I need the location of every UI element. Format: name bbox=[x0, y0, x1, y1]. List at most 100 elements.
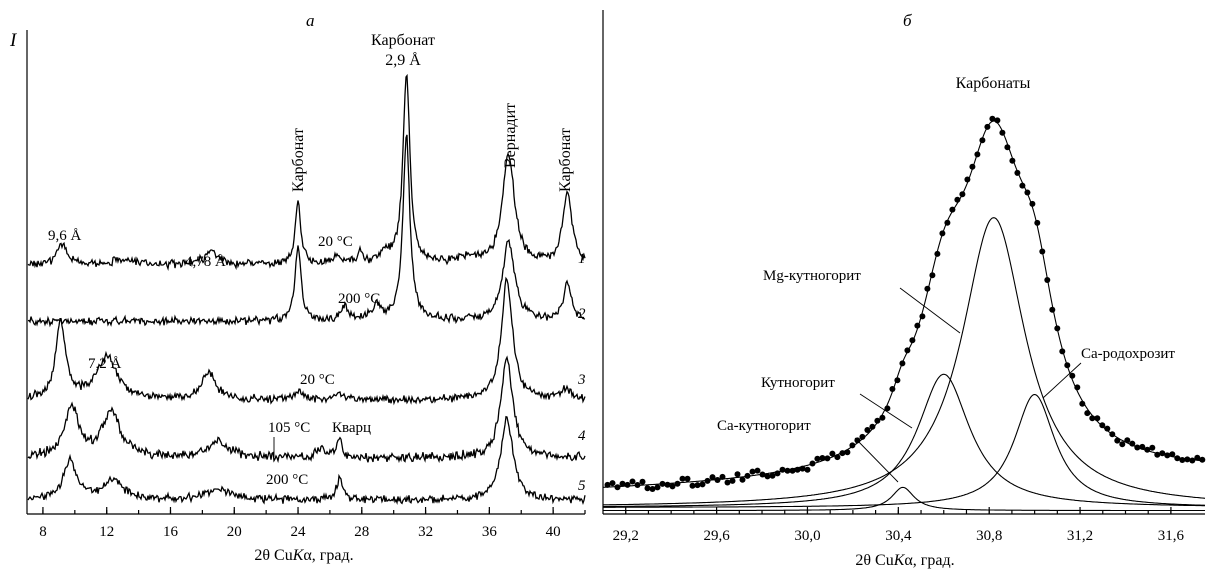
data-point bbox=[774, 470, 781, 477]
data-point bbox=[704, 477, 711, 484]
curve-label-1: 1 bbox=[578, 251, 586, 267]
data-point bbox=[634, 482, 641, 488]
panel-a-y-axis-label: I bbox=[9, 30, 18, 51]
data-point bbox=[899, 360, 906, 367]
data-point bbox=[969, 163, 976, 170]
data-point bbox=[734, 471, 741, 478]
data-point bbox=[784, 467, 791, 474]
panel-a: а I 8 12 16 20 24 28 32 36 40 2θ CuKα, град. 9,6… bbox=[9, 11, 586, 564]
xrd-trace-3 bbox=[27, 276, 586, 406]
panel-b-x-tick-label: 29,2 bbox=[613, 528, 639, 544]
data-point bbox=[989, 115, 996, 122]
data-point bbox=[694, 482, 701, 489]
data-point bbox=[889, 386, 896, 392]
data-point bbox=[689, 482, 696, 489]
panel-a-x-axis-label: 2θ CuKα, град. bbox=[254, 547, 353, 564]
data-point bbox=[1164, 452, 1171, 459]
data-point bbox=[864, 427, 871, 433]
data-point bbox=[1019, 182, 1026, 189]
data-point bbox=[1054, 325, 1061, 332]
panel-b-x-tick-label: 30,0 bbox=[794, 528, 820, 544]
data-point bbox=[749, 468, 756, 475]
panel-b-x-tick-label: 30,4 bbox=[885, 528, 912, 544]
data-point bbox=[744, 472, 751, 479]
panel-b-x-tick-label: 31,2 bbox=[1067, 528, 1093, 544]
pointer-mg-kutnohorite bbox=[899, 287, 961, 334]
data-point bbox=[1039, 248, 1046, 255]
data-point bbox=[1104, 425, 1111, 432]
panel-b-title: Карбонаты bbox=[956, 75, 1031, 92]
data-point bbox=[1124, 437, 1131, 444]
data-point bbox=[714, 477, 721, 483]
data-point bbox=[1044, 277, 1051, 283]
data-point bbox=[754, 467, 761, 474]
panel-a-x-tick-label: 28 bbox=[354, 524, 369, 540]
temperature-label-4: 105 °C bbox=[268, 420, 310, 436]
data-point bbox=[919, 313, 926, 320]
data-point bbox=[1094, 415, 1101, 422]
data-point bbox=[964, 176, 971, 183]
component-curve bbox=[603, 217, 1206, 506]
pointer-kutnohorite bbox=[859, 393, 913, 429]
data-point bbox=[824, 455, 831, 462]
data-point bbox=[1179, 457, 1186, 463]
data-point bbox=[954, 196, 961, 203]
temperature-label-2: 200 °C bbox=[338, 291, 380, 307]
annotation-4-78-a: 4,78 Å bbox=[185, 254, 226, 270]
data-point bbox=[1024, 189, 1031, 196]
data-point bbox=[884, 405, 891, 412]
pointer-ca-kutnohorite bbox=[854, 437, 899, 483]
panel-b-x-tick-label: 29,6 bbox=[703, 528, 730, 544]
data-point bbox=[939, 230, 946, 237]
data-point bbox=[979, 137, 986, 144]
data-point bbox=[789, 467, 796, 474]
panel-a-label: а bbox=[306, 11, 315, 30]
temperature-label-3: 20 °C bbox=[300, 372, 335, 388]
data-point bbox=[1029, 200, 1036, 207]
panel-a-x-tick-label: 12 bbox=[99, 524, 114, 540]
component-curve bbox=[603, 373, 1205, 508]
data-point bbox=[1014, 169, 1021, 176]
data-point bbox=[644, 485, 651, 492]
data-point bbox=[804, 466, 811, 473]
component-label-ca-kutnohorite: Са-кутногорит bbox=[717, 418, 811, 434]
data-point bbox=[819, 455, 826, 461]
data-point bbox=[1064, 362, 1071, 369]
data-point bbox=[1099, 422, 1106, 429]
data-point bbox=[654, 484, 661, 491]
data-point bbox=[1009, 157, 1016, 164]
data-point bbox=[1199, 456, 1206, 463]
curve-label-2: 2 bbox=[578, 306, 586, 322]
data-point bbox=[739, 476, 746, 483]
data-point bbox=[974, 151, 981, 158]
data-point bbox=[1049, 306, 1056, 313]
data-point bbox=[664, 481, 671, 488]
data-point bbox=[699, 481, 706, 488]
data-point bbox=[1144, 446, 1151, 453]
data-point bbox=[1114, 437, 1121, 444]
data-point bbox=[724, 479, 731, 486]
panel-b-x-ticks: 29,2 29,6 30,0 30,4 30,8 31,2 31,6 bbox=[613, 507, 1185, 544]
data-point bbox=[894, 377, 901, 384]
data-point bbox=[994, 117, 1001, 124]
data-point bbox=[604, 481, 611, 488]
annotation-vernadite: Вернадит bbox=[502, 103, 519, 168]
panel-a-x-tick-label: 32 bbox=[418, 524, 433, 540]
data-point bbox=[814, 455, 821, 462]
temperature-label-5: 200 °C bbox=[266, 472, 308, 488]
data-point bbox=[764, 473, 771, 480]
annotation-9-6-a: 9,6 Å bbox=[48, 228, 82, 244]
data-point bbox=[1194, 454, 1201, 461]
data-point bbox=[1109, 431, 1116, 438]
data-point bbox=[1149, 444, 1156, 451]
data-point bbox=[684, 475, 691, 482]
data-point bbox=[829, 450, 836, 457]
curve-label-3: 3 bbox=[577, 372, 586, 388]
data-point bbox=[904, 347, 911, 354]
data-point bbox=[809, 460, 816, 467]
data-point bbox=[719, 473, 726, 480]
data-point bbox=[629, 478, 636, 485]
data-point bbox=[1154, 451, 1161, 458]
data-point bbox=[839, 450, 846, 457]
data-point bbox=[859, 433, 866, 440]
